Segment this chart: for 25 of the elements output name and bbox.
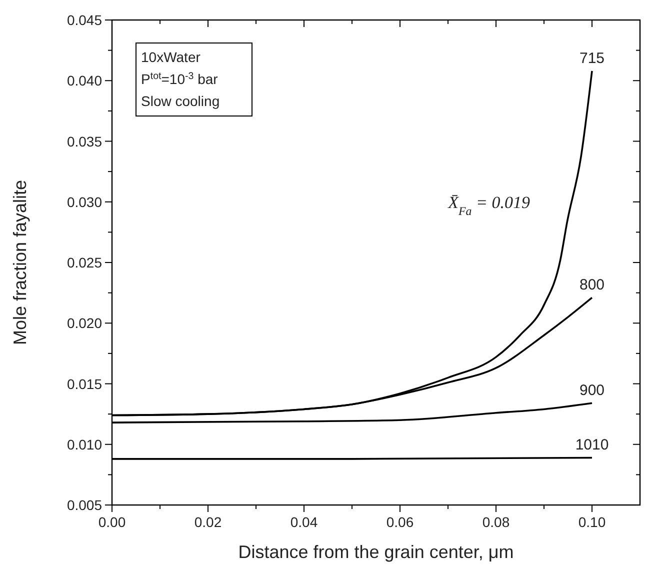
- x-tick-label: 0.00: [98, 514, 126, 530]
- y-tick-label: 0.005: [66, 497, 102, 513]
- annotation: Slow cooling: [141, 93, 220, 109]
- legend-label: 800: [579, 276, 605, 294]
- y-tick-label: 0.035: [66, 133, 102, 150]
- annotation: X̄$_{Fa}$ = 0.019: [447, 193, 530, 218]
- x-axis-title: Distance from the grain center, μm: [238, 542, 514, 562]
- legend-label: 1010: [575, 436, 609, 454]
- x-tick-label: 0.10: [578, 514, 606, 530]
- annotation: 10xWater: [141, 49, 201, 65]
- x-tick-label: 0.04: [290, 514, 318, 530]
- y-tick-label: 0.025: [66, 254, 102, 270]
- y-tick-label: 0.015: [66, 376, 102, 392]
- annotation: P$^{tot}$=10$^{-3}$ bar: [141, 70, 218, 87]
- y-tick-label: 0.045: [66, 12, 102, 28]
- y-axis-title: Mole fraction fayalite: [10, 180, 30, 346]
- y-tick-label: 0.030: [66, 194, 102, 210]
- legend-label: 900: [579, 382, 605, 400]
- x-tick-label: 0.06: [386, 514, 414, 530]
- x-tick-label: 0.02: [194, 514, 222, 530]
- legend-label: 715: [579, 50, 605, 67]
- y-tick-label: 0.040: [66, 72, 102, 89]
- y-tick-label: 0.010: [66, 436, 102, 452]
- y-tick-label: 0.020: [66, 315, 102, 332]
- x-tick-label: 0.08: [482, 514, 510, 530]
